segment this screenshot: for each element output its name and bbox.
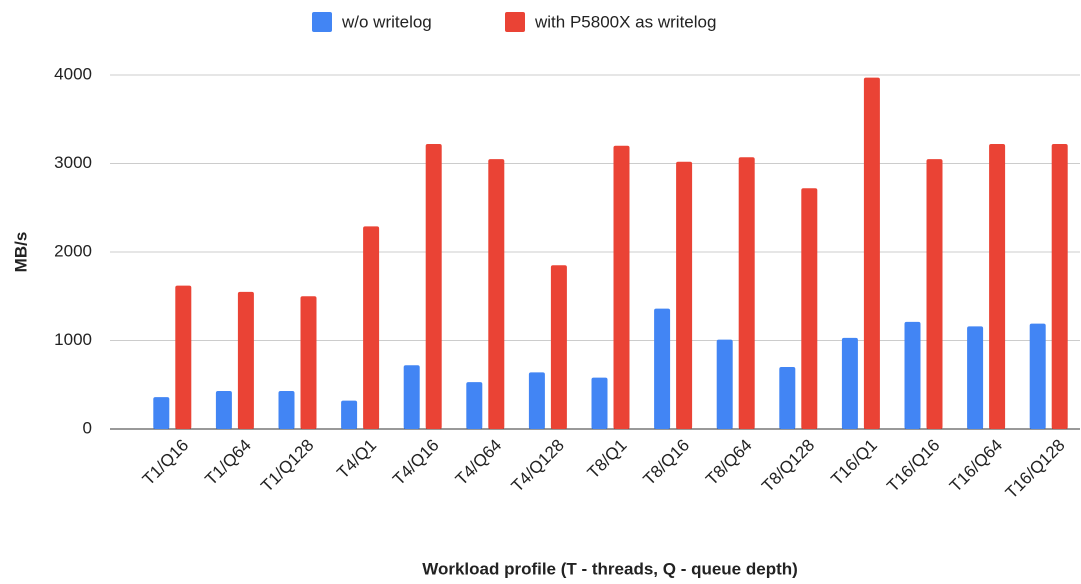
bar [278, 390, 295, 429]
bar [967, 326, 984, 429]
y-tick-label: 2000 [54, 241, 92, 260]
bar [738, 157, 755, 429]
y-tick-label: 4000 [54, 64, 92, 83]
bar [779, 367, 796, 429]
bar [841, 337, 858, 429]
bar [989, 144, 1006, 429]
x-tick-label: T16/Q128 [1002, 436, 1069, 503]
bar [403, 365, 420, 429]
bar [153, 397, 170, 429]
bar [215, 390, 232, 429]
x-tick-label: T1/Q64 [201, 436, 255, 490]
x-tick-label: T1/Q128 [257, 436, 317, 496]
bar [613, 145, 630, 430]
x-tick-label: T16/Q64 [946, 436, 1006, 496]
bar [863, 77, 880, 429]
bar [654, 308, 671, 429]
x-tick-label: T4/Q16 [389, 436, 443, 490]
y-axis-label: MB/s [11, 232, 30, 273]
bar [363, 226, 380, 429]
bar [550, 265, 567, 429]
x-tick-label: T8/Q16 [640, 436, 694, 490]
bar [1029, 323, 1046, 429]
bar [904, 321, 921, 429]
x-tick-label: T4/Q1 [333, 436, 380, 483]
x-tick-label: T16/Q16 [883, 436, 943, 496]
legend-label: with P5800X as writelog [534, 12, 716, 31]
bar [801, 188, 818, 429]
bar [341, 400, 358, 429]
x-tick-label: T1/Q16 [139, 436, 193, 490]
bar [676, 161, 693, 430]
bar [300, 296, 317, 429]
bar [425, 144, 442, 429]
y-tick-label: 0 [83, 418, 92, 437]
x-tick-label: T8/Q64 [702, 436, 756, 490]
bar [466, 382, 483, 429]
bar [488, 159, 505, 429]
x-tick-label: T8/Q1 [584, 436, 631, 483]
legend-swatch [312, 12, 332, 32]
bar [528, 372, 545, 429]
legend-label: w/o writelog [341, 12, 432, 31]
x-tick-label: T4/Q128 [508, 436, 568, 496]
bar [716, 339, 733, 429]
bar [926, 159, 943, 429]
bar [237, 291, 254, 429]
legend-swatch [505, 12, 525, 32]
x-tick-label: T4/Q64 [452, 436, 506, 490]
bar [591, 377, 608, 429]
bar [175, 285, 192, 429]
bar [1051, 144, 1068, 429]
x-axis-label: Workload profile (T - threads, Q - queue… [422, 559, 798, 578]
x-tick-label: T8/Q128 [758, 436, 818, 496]
y-tick-label: 3000 [54, 153, 92, 172]
x-tick-label: T16/Q1 [827, 436, 881, 490]
y-tick-label: 1000 [54, 330, 92, 349]
